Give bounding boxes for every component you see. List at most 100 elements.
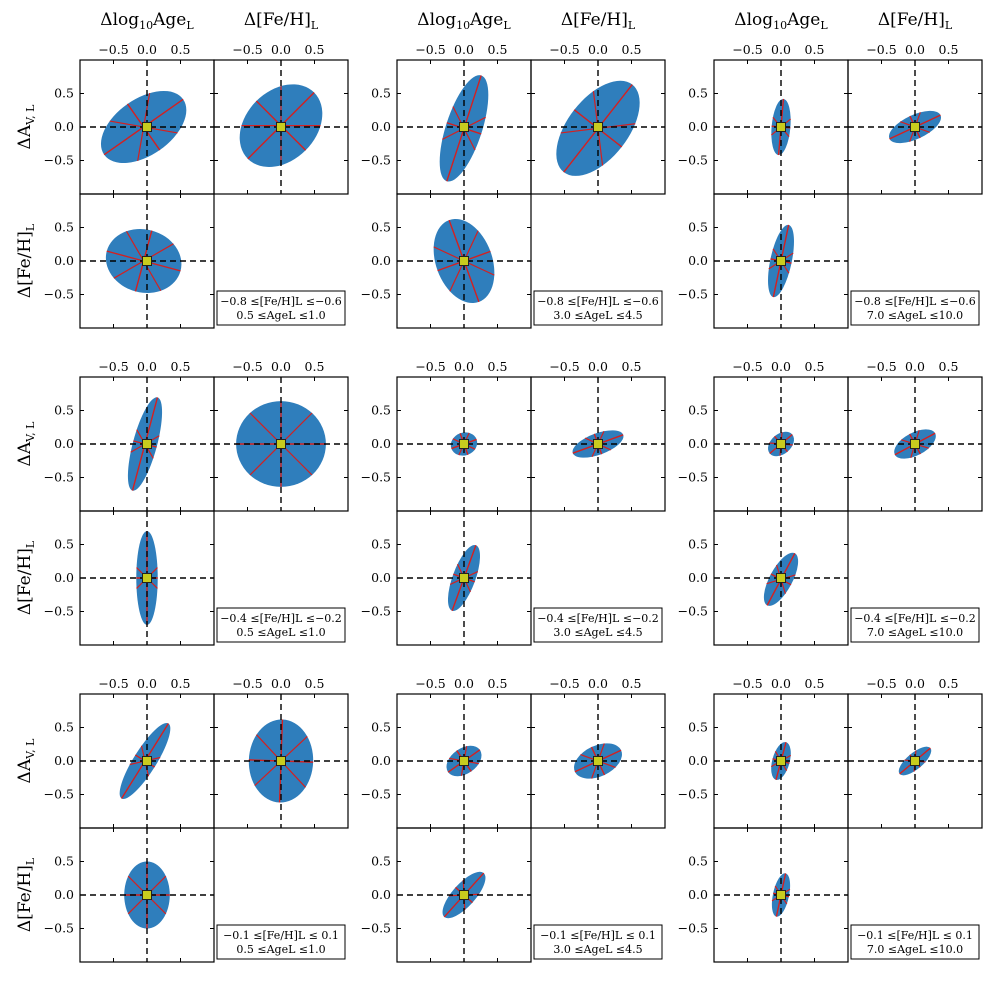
- condition-feh-range: −0.1 ≤[Fe/H]L ≤ 0.1: [540, 929, 656, 942]
- x-axis-title-feh: Δ[Fe/H]L: [244, 10, 319, 32]
- y-tick-label: 0.5: [688, 86, 708, 101]
- x-tick-label: 0.5: [622, 42, 642, 57]
- x-axis-title-feh: Δ[Fe/H]L: [561, 10, 636, 32]
- true-value-marker: [142, 122, 152, 132]
- group-r2-c2-feh-av: [847, 693, 983, 829]
- x-tick-label: 0.0: [271, 676, 291, 691]
- y-tick-label: 0.0: [371, 253, 391, 268]
- x-tick-label: 0.5: [171, 42, 191, 57]
- group-r0-c2-feh-av: [847, 59, 983, 195]
- condition-age-range: 7.0 ≤AgeL ≤10.0: [867, 626, 963, 639]
- x-tick-label: −0.5: [232, 359, 262, 374]
- group-r0-c1-age-feh: [396, 193, 532, 329]
- true-value-marker: [142, 756, 152, 766]
- y-tick-label: −0.5: [44, 787, 74, 802]
- x-tick-label: 0.0: [588, 359, 608, 374]
- y-tick-label: 0.0: [688, 436, 708, 451]
- condition-feh-range: −0.4 ≤[Fe/H]L ≤−0.2: [537, 612, 659, 625]
- x-tick-label: −0.5: [866, 676, 896, 691]
- x-tick-label: −0.5: [732, 42, 762, 57]
- y-tick-label: −0.5: [361, 787, 391, 802]
- y-axis-title-av: ΔAV, L: [15, 738, 37, 784]
- y-tick-label: −0.5: [44, 287, 74, 302]
- y-tick-label: −0.5: [678, 470, 708, 485]
- condition-age-range: 0.5 ≤AgeL ≤1.0: [236, 626, 325, 639]
- x-tick-label: −0.5: [866, 359, 896, 374]
- group-r0-c0-feh-av: [213, 59, 349, 195]
- true-value-marker: [142, 439, 152, 449]
- y-tick-label: 0.5: [371, 537, 391, 552]
- true-value-marker: [142, 573, 152, 583]
- x-tick-label: −0.5: [98, 42, 128, 57]
- y-tick-label: 0.0: [688, 570, 708, 585]
- x-axis-title-age: Δlog10AgeL: [100, 10, 194, 32]
- x-tick-label: 0.5: [939, 359, 959, 374]
- condition-age-range: 0.5 ≤AgeL ≤1.0: [236, 943, 325, 956]
- condition-box: [533, 924, 663, 960]
- true-value-marker: [142, 256, 152, 266]
- condition-age-range: 0.5 ≤AgeL ≤1.0: [236, 309, 325, 322]
- x-tick-label: 0.5: [488, 42, 508, 57]
- y-tick-label: 0.5: [688, 720, 708, 735]
- group-r2-c0-age-feh: [79, 827, 215, 963]
- x-tick-label: 0.5: [305, 676, 325, 691]
- y-tick-label: 0.0: [688, 119, 708, 134]
- group-r2-c1-feh-av: [530, 693, 666, 829]
- y-tick-label: 0.0: [688, 753, 708, 768]
- x-tick-label: −0.5: [232, 676, 262, 691]
- group-r1-c0-age-av: [79, 376, 215, 512]
- x-tick-label: 0.0: [771, 359, 791, 374]
- condition-age-range: 7.0 ≤AgeL ≤10.0: [867, 943, 963, 956]
- condition-feh-range: −0.8 ≤[Fe/H]L ≤−0.6: [220, 295, 342, 308]
- condition-feh-range: −0.8 ≤[Fe/H]L ≤−0.6: [537, 295, 659, 308]
- condition-age-range: 7.0 ≤AgeL ≤10.0: [867, 309, 963, 322]
- true-value-marker: [910, 439, 920, 449]
- y-tick-label: 0.5: [688, 403, 708, 418]
- x-tick-label: −0.5: [415, 42, 445, 57]
- y-tick-label: −0.5: [361, 287, 391, 302]
- group-r2-c0-age-av: [79, 693, 215, 829]
- x-axis-title-feh: Δ[Fe/H]L: [878, 10, 953, 32]
- group-r1-c2-feh-av: [847, 376, 983, 512]
- x-axis-title-age: Δlog10AgeL: [417, 10, 511, 32]
- true-value-marker: [776, 439, 786, 449]
- y-axis-title-av: ΔAV, L: [15, 104, 37, 150]
- condition-box: [216, 607, 346, 643]
- true-value-marker: [459, 439, 469, 449]
- x-tick-label: 0.5: [805, 42, 825, 57]
- x-tick-label: 0.5: [805, 676, 825, 691]
- x-tick-label: 0.0: [137, 42, 157, 57]
- group-r0-c2-age-av: [713, 59, 849, 195]
- true-value-marker: [459, 256, 469, 266]
- x-tick-label: −0.5: [415, 359, 445, 374]
- x-tick-label: −0.5: [549, 676, 579, 691]
- x-tick-label: −0.5: [866, 42, 896, 57]
- condition-box: [216, 290, 346, 326]
- x-tick-label: 0.0: [137, 676, 157, 691]
- condition-feh-range: −0.1 ≤[Fe/H]L ≤ 0.1: [857, 929, 973, 942]
- y-tick-label: −0.5: [678, 787, 708, 802]
- x-tick-label: 0.0: [588, 42, 608, 57]
- y-axis-title-feh: Δ[Fe/H]L: [15, 223, 37, 298]
- y-tick-label: −0.5: [44, 470, 74, 485]
- true-value-marker: [142, 890, 152, 900]
- y-tick-label: 0.5: [54, 220, 74, 235]
- x-tick-label: 0.0: [905, 359, 925, 374]
- y-tick-label: 0.0: [54, 753, 74, 768]
- x-tick-label: 0.5: [622, 359, 642, 374]
- group-r2-c2-age-feh: [713, 827, 849, 963]
- y-tick-label: −0.5: [361, 921, 391, 936]
- group-r2-c1-age-feh: [396, 827, 532, 963]
- group-r0-c0-age-av: [79, 59, 215, 195]
- condition-age-range: 3.0 ≤AgeL ≤4.5: [553, 943, 642, 956]
- x-tick-label: −0.5: [232, 42, 262, 57]
- x-tick-label: 0.0: [454, 42, 474, 57]
- y-tick-label: 0.0: [371, 119, 391, 134]
- true-value-marker: [776, 573, 786, 583]
- group-r1-c1-age-av: [396, 376, 532, 512]
- true-value-marker: [776, 890, 786, 900]
- x-tick-label: 0.5: [488, 359, 508, 374]
- true-value-marker: [459, 122, 469, 132]
- x-tick-label: 0.5: [622, 676, 642, 691]
- group-r1-c0-age-feh: [79, 510, 215, 646]
